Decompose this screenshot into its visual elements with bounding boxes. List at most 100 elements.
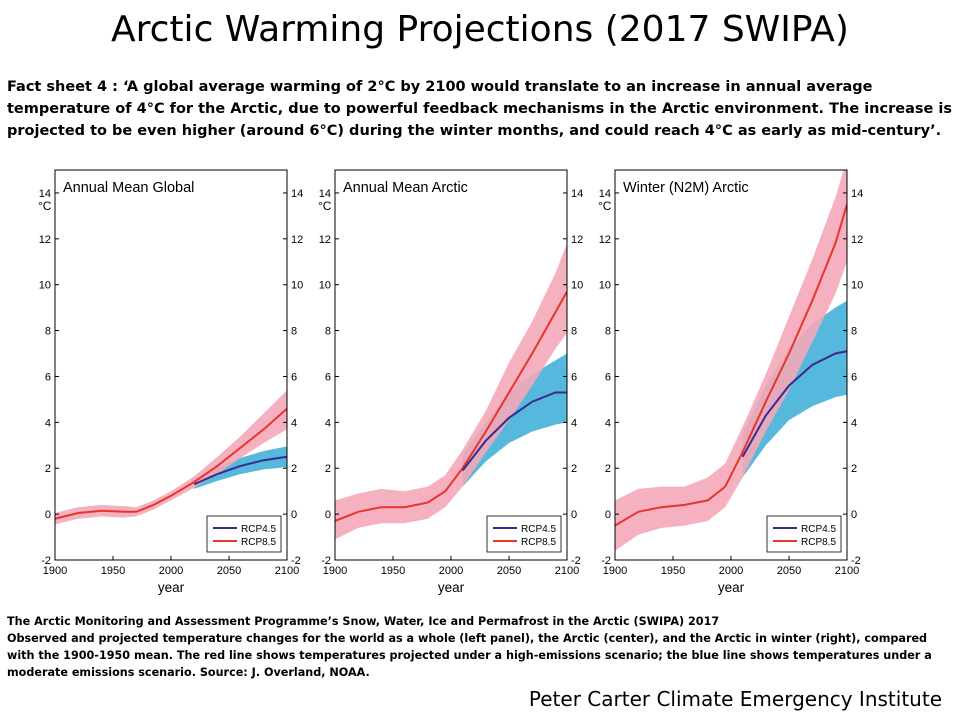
x-tick-label: 2050 <box>497 565 521 577</box>
y-tick-label-left: 0 <box>45 509 51 521</box>
plot-area <box>615 170 847 551</box>
y-tick-label-right: -2 <box>571 555 581 567</box>
plot-area <box>335 243 567 540</box>
y-tick-label-left: 2 <box>325 463 331 475</box>
x-tick-label: 1950 <box>101 565 125 577</box>
y-tick-label-right: 4 <box>571 417 577 429</box>
y-tick-label-right: 10 <box>851 280 863 292</box>
x-axis-label: year <box>718 580 745 595</box>
y-tick-label-right: 4 <box>851 417 857 429</box>
legend-label-rcp85: RCP8.5 <box>241 537 276 548</box>
y-tick-label-left: 4 <box>605 417 611 429</box>
legend-label-rcp85: RCP8.5 <box>521 537 556 548</box>
caption-source-line: The Arctic Monitoring and Assessment Pro… <box>7 615 720 628</box>
fact-sheet-quote: Fact sheet 4 : ‘A global average warming… <box>7 79 952 139</box>
x-tick-label: 2100 <box>835 565 859 577</box>
panel-title: Annual Mean Global <box>63 180 194 196</box>
y-tick-label-right: 0 <box>851 509 857 521</box>
legend-box <box>766 515 842 553</box>
x-tick-label: 1900 <box>323 565 347 577</box>
x-tick-label: 2050 <box>217 565 241 577</box>
y-tick-label-right: 2 <box>571 463 577 475</box>
y-tick-label-left: -2 <box>601 555 611 567</box>
x-axis-label: year <box>438 580 465 595</box>
caption-description: Observed and projected temperature chang… <box>7 632 932 679</box>
x-tick-label: 2050 <box>777 565 801 577</box>
y-tick-label-right: 0 <box>291 509 297 521</box>
y-tick-label-right: 2 <box>851 463 857 475</box>
unit-label: °C <box>38 199 52 213</box>
plot-area <box>55 390 287 525</box>
series-line-rcp85 <box>55 407 287 520</box>
y-tick-label-left: 2 <box>45 463 51 475</box>
y-tick-label-right: 10 <box>291 280 303 292</box>
x-tick-label: 1900 <box>43 565 67 577</box>
chart-panel-2: -2 -2 0 0 2 2 4 4 6 6 8 8 10 10 12 12 14 14 1900 1950 2000 20… <box>318 169 583 595</box>
y-tick-label-left: 2 <box>605 463 611 475</box>
y-tick-label-left: -2 <box>41 555 51 567</box>
x-tick-label: 1900 <box>603 565 627 577</box>
x-tick-label: 1950 <box>661 565 685 577</box>
y-tick-label-right: 6 <box>851 371 857 383</box>
y-tick-label-right: 14 <box>851 188 863 200</box>
credit-line: Peter Carter Climate Emergency Institute <box>528 687 942 711</box>
y-tick-label-right: 10 <box>571 280 583 292</box>
x-tick-label: 2000 <box>159 565 183 577</box>
series-line-rcp45 <box>461 391 567 472</box>
y-tick-label-left: 4 <box>325 417 331 429</box>
y-tick-label-left: 8 <box>605 326 611 338</box>
unit-label: °C <box>318 199 332 213</box>
y-tick-label-left: 4 <box>45 417 51 429</box>
page-title: Arctic Warming Projections (2017 SWIPA) <box>111 9 849 50</box>
y-tick-label-right: -2 <box>291 555 301 567</box>
legend-box <box>206 515 282 553</box>
y-tick-label-left: 10 <box>39 280 51 292</box>
y-tick-label-right: 4 <box>291 417 297 429</box>
chart-panel-3: -2 -2 0 0 2 2 4 4 6 6 8 8 10 10 12 12 14 14 1900 1950 2000 20… <box>598 169 863 595</box>
legend-label-rcp45: RCP4.5 <box>801 524 836 535</box>
series-line-rcp85 <box>335 291 567 522</box>
y-tick-label-left: 12 <box>319 234 331 246</box>
y-tick-label-right: 14 <box>571 188 583 200</box>
series-line-rcp45 <box>741 350 847 458</box>
y-tick-label-right: 8 <box>291 326 297 338</box>
legend-label-rcp85: RCP8.5 <box>801 537 836 548</box>
panel-title: Winter (N2M) Arctic <box>623 180 749 196</box>
y-tick-label-right: 0 <box>571 509 577 521</box>
y-tick-label-right: 12 <box>851 234 863 246</box>
x-tick-label: 2100 <box>275 565 299 577</box>
y-tick-label-right: 2 <box>291 463 297 475</box>
x-tick-label: 2100 <box>555 565 579 577</box>
legend-label-rcp45: RCP4.5 <box>241 524 276 535</box>
band-rcp45 <box>194 446 287 489</box>
y-tick-label-left: 10 <box>319 280 331 292</box>
y-tick-label-left: 8 <box>325 326 331 338</box>
x-tick-label: 1950 <box>381 565 405 577</box>
y-tick-label-left: 6 <box>45 371 51 383</box>
y-tick-label-left: 6 <box>605 371 611 383</box>
y-tick-label-left: 12 <box>599 234 611 246</box>
series-line-rcp45 <box>193 455 287 486</box>
band-rcp45 <box>742 300 847 478</box>
legend-label-rcp45: RCP4.5 <box>521 524 556 535</box>
band-rcp45 <box>462 353 567 487</box>
y-tick-label-left: 0 <box>325 509 331 521</box>
y-tick-label-right: 12 <box>571 234 583 246</box>
y-tick-label-left: 12 <box>39 234 51 246</box>
y-tick-label-right: 6 <box>291 371 297 383</box>
y-tick-label-left: 10 <box>599 280 611 292</box>
plot-frame <box>54 169 288 561</box>
y-tick-label-right: 8 <box>851 326 857 338</box>
x-tick-label: 2000 <box>439 565 463 577</box>
y-tick-label-left: 8 <box>45 326 51 338</box>
panel-title: Annual Mean Arctic <box>343 180 468 196</box>
y-tick-label-right: -2 <box>851 555 861 567</box>
y-tick-label-left: 14 <box>39 188 51 200</box>
chart-panel-1: -2 -2 0 0 2 2 4 4 6 6 8 8 10 10 12 12 14 14 1900 1950 2000 20… <box>38 169 303 595</box>
legend-box <box>486 515 562 553</box>
y-tick-label-left: 6 <box>325 371 331 383</box>
unit-label: °C <box>598 199 612 213</box>
y-tick-label-right: 6 <box>571 371 577 383</box>
band-rcp85 <box>55 390 287 525</box>
